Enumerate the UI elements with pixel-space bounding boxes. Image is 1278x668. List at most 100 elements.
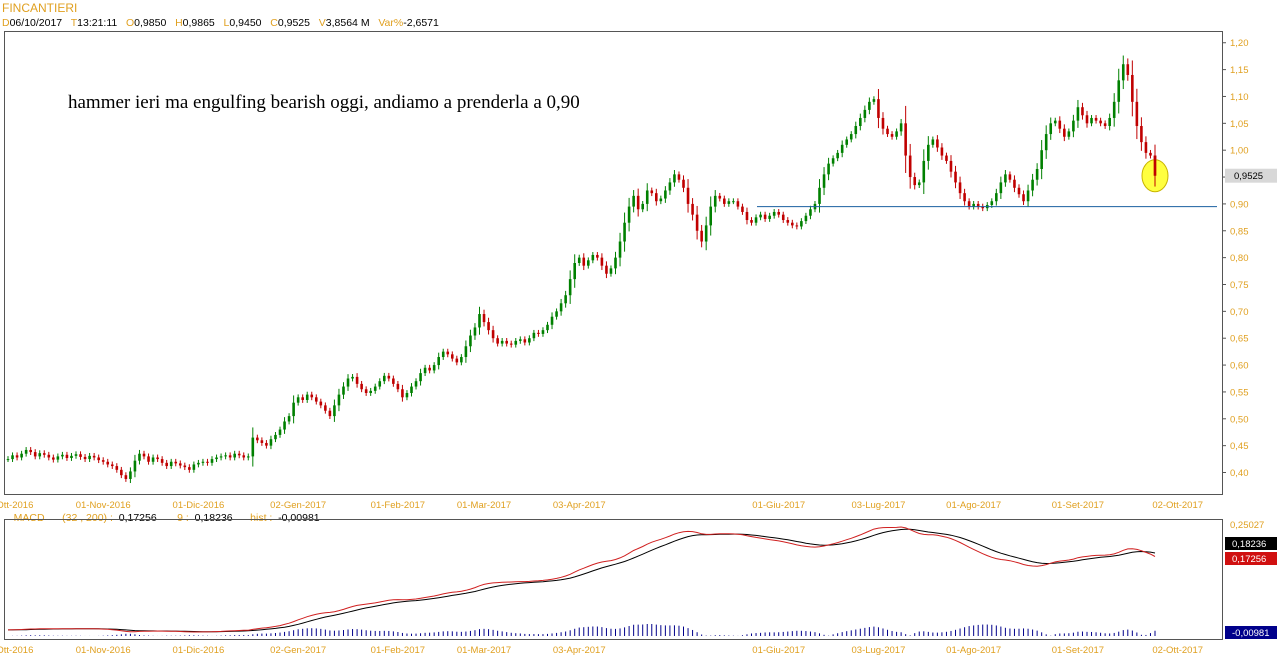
candle-body (337, 394, 341, 406)
candle (800, 218, 803, 230)
candle-body (655, 193, 658, 202)
candle-body (333, 405, 336, 417)
candle (999, 176, 1003, 199)
candle-body (210, 459, 214, 463)
candle (818, 179, 821, 213)
candle-body (641, 203, 645, 210)
candle (922, 149, 926, 195)
candle-body (455, 358, 459, 363)
x-tick-label: 03-Ott-2016 (0, 500, 33, 511)
candle-body (174, 461, 178, 464)
candle-body (142, 453, 146, 457)
candle (20, 450, 23, 461)
candle-body (197, 462, 200, 465)
candle (877, 88, 880, 129)
candle-body (904, 123, 907, 156)
x-tick-label: 01-Ago-2017 (946, 500, 1001, 511)
candle (328, 407, 332, 420)
candle-body (591, 254, 595, 261)
candle-body (1108, 117, 1111, 127)
candle-body (890, 134, 894, 137)
candle (528, 335, 531, 346)
candle (1081, 102, 1084, 120)
candle-body (967, 201, 971, 207)
date-value: 06/10/2017 (9, 17, 63, 29)
candle-body (995, 193, 998, 202)
candle (904, 105, 907, 173)
candle-body (160, 459, 164, 463)
y-tick-label: 0,90 (1230, 199, 1249, 210)
candle-body (895, 131, 898, 137)
candle-body (1094, 117, 1098, 121)
candle (133, 454, 137, 478)
candle-body (532, 332, 536, 339)
y-tick-label: 0,85 (1230, 226, 1249, 237)
ohlc-info-bar: D06/10/2017 T13:21:11 O0,9850 H0,9865 L0… (2, 17, 439, 29)
candle-body (786, 220, 790, 223)
macd-y-tick-label: 0,25027 (1230, 520, 1264, 531)
candle (110, 461, 114, 469)
candle-body (1099, 120, 1102, 124)
candle-body (809, 209, 812, 216)
candle (1121, 55, 1125, 90)
y-tick-label: 1,10 (1230, 92, 1249, 103)
y-tick-label: 0,50 (1230, 414, 1249, 425)
candle (147, 453, 150, 465)
candle (759, 211, 762, 221)
candle-body (314, 397, 318, 402)
candle (981, 203, 985, 212)
candle (605, 261, 608, 279)
candle (47, 451, 51, 461)
candle (559, 298, 563, 316)
candle-body (378, 381, 382, 387)
candle-body (147, 456, 150, 462)
candle-body (845, 139, 849, 145)
signal-line (8, 528, 1156, 633)
x-tick-label: 03-Apr-2017 (553, 645, 606, 656)
x-tick-label: 03-Lug-2017 (852, 500, 906, 511)
candle-body (237, 453, 241, 456)
x-tick-label: 01-Giu-2017 (752, 500, 805, 511)
y-tick-label: 0,60 (1230, 361, 1249, 372)
candle (976, 201, 980, 210)
candle-body (33, 452, 37, 457)
candle (1108, 113, 1111, 131)
candle (754, 214, 758, 226)
candle-body (251, 437, 255, 457)
candle (496, 335, 499, 347)
candle-body (831, 158, 835, 164)
macd-plot (7, 526, 1156, 636)
x-tick-label: 01-Mar-2017 (457, 645, 511, 656)
candle-body (1072, 120, 1075, 132)
candle-body (609, 268, 613, 274)
candle (1044, 125, 1048, 159)
candle (210, 456, 214, 466)
candle-body (741, 206, 744, 212)
candle (351, 373, 354, 382)
candle (15, 452, 19, 461)
candle-body (1149, 152, 1152, 156)
candle-body (632, 195, 635, 207)
candle (88, 452, 91, 462)
candle (1026, 184, 1030, 208)
candle (704, 216, 708, 251)
signal-key: 9 : (177, 512, 189, 524)
y-tick-label: 0,65 (1230, 334, 1249, 345)
candle-body (428, 367, 431, 371)
candle (1017, 184, 1021, 198)
x-tick-label: 01-Mar-2017 (457, 500, 511, 511)
candle (523, 336, 527, 346)
candle-body (1026, 190, 1030, 202)
candle (881, 112, 885, 135)
candle (623, 212, 626, 252)
candle (854, 121, 858, 139)
candle-body (115, 466, 119, 470)
candle-body (518, 339, 522, 341)
candle (387, 372, 391, 382)
candle (260, 437, 264, 446)
candle (591, 252, 595, 264)
candle (727, 198, 731, 207)
y-tick-label: 1,05 (1230, 119, 1249, 130)
candle-body (129, 471, 132, 479)
